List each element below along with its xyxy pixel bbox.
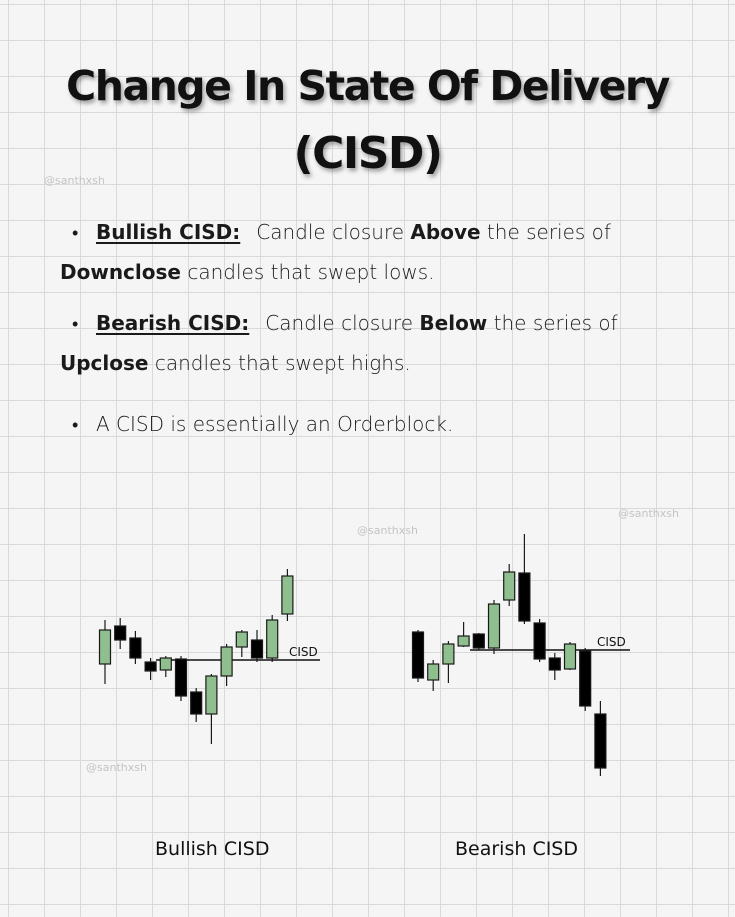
candle-body xyxy=(159,657,172,671)
bull-candle xyxy=(281,569,294,621)
bear-candle xyxy=(129,631,142,664)
bear-candle xyxy=(411,630,425,682)
bear-candle xyxy=(250,630,264,662)
orderblock-text: A CISD is essentially an Orderblock. xyxy=(96,412,454,436)
bullish-keyword: Downclose xyxy=(60,260,181,284)
bearish-text: candles that swept highs. xyxy=(148,351,411,375)
candle-body xyxy=(487,603,501,649)
bullish-chart-caption: Bullish CISD xyxy=(155,838,270,860)
watermark: @santhxsh xyxy=(618,507,679,520)
bullish-text: the series of xyxy=(480,220,611,244)
candle-body xyxy=(144,661,157,672)
bull-candle xyxy=(266,615,279,662)
bull-candle xyxy=(220,644,233,686)
candle-body xyxy=(235,631,248,648)
bull-candle xyxy=(487,600,501,654)
bull-candle xyxy=(563,642,577,670)
candle-body xyxy=(472,633,485,649)
candle-body xyxy=(563,643,577,670)
candle-body xyxy=(129,637,142,659)
bear-candle xyxy=(594,701,607,776)
bearish-text: Candle closure xyxy=(265,311,420,335)
bearish-keyword: Below xyxy=(419,311,488,335)
bullish-cisd-chart: CISD xyxy=(98,569,320,744)
bear-candle xyxy=(533,619,546,662)
bearish-keyword: Upclose xyxy=(60,351,149,375)
candle-body xyxy=(503,571,516,601)
bull-candle xyxy=(442,641,455,683)
bull-candle xyxy=(98,620,112,684)
candle-body xyxy=(442,643,455,665)
candle-body xyxy=(548,657,561,671)
bearish-cisd-chart: CISD xyxy=(411,534,630,776)
watermark: @santhxsh xyxy=(44,174,105,187)
bear-candle xyxy=(144,658,157,680)
bear-candle xyxy=(548,653,561,680)
bullish-text: candles that swept lows. xyxy=(180,260,435,284)
cisd-level-label: CISD xyxy=(289,645,318,659)
bear-candle xyxy=(190,688,203,722)
bullish-term: Bullish CISD: xyxy=(96,220,241,244)
bear-candle xyxy=(579,648,592,711)
cisd-level-label: CISD xyxy=(597,635,626,649)
bullet-orderblock: • A CISD is essentially an Orderblock. xyxy=(72,412,454,436)
page-title-line2: (CISD) xyxy=(293,128,443,179)
bearish-text: the series of xyxy=(487,311,618,335)
candle-body xyxy=(190,691,203,715)
candle-body xyxy=(281,575,294,615)
bearish-chart-caption: Bearish CISD xyxy=(455,838,578,860)
candle-body xyxy=(266,619,279,659)
bear-candle xyxy=(472,633,485,650)
candle-body xyxy=(411,631,425,679)
candlestick-charts: CISD CISD xyxy=(98,534,630,776)
candle-body xyxy=(220,646,233,677)
bullish-keyword: Above xyxy=(410,220,481,244)
candle-body xyxy=(98,629,112,665)
candle-body xyxy=(174,658,188,697)
watermark: @santhxsh xyxy=(357,524,418,537)
bull-candle xyxy=(159,656,172,677)
candle-body xyxy=(114,625,127,641)
bear-candle xyxy=(174,656,188,701)
candle-body xyxy=(457,635,470,647)
bullet-bearish-cont: Upclose candles that swept highs. xyxy=(60,351,411,375)
bear-candle xyxy=(114,618,127,649)
bull-candle xyxy=(457,622,470,647)
bull-candle xyxy=(503,564,516,606)
bull-candle xyxy=(205,674,218,744)
bullet-bearish: • Bearish CISD: Candle closure Below the s… xyxy=(72,311,618,335)
bear-candle xyxy=(518,534,531,624)
bullish-text: Candle closure xyxy=(256,220,411,244)
page-title-line1: Change In State Of Delivery xyxy=(66,62,670,110)
candle-body xyxy=(205,675,218,715)
bearish-term: Bearish CISD: xyxy=(96,311,250,335)
candle-body xyxy=(579,650,592,707)
candle-body xyxy=(427,663,440,681)
candle-body xyxy=(594,713,607,769)
bullet-bullish: • Bullish CISD: Candle closure Above the s… xyxy=(72,220,611,244)
candle-body xyxy=(533,622,546,660)
bullet-bullish-cont: Downclose candles that swept lows. xyxy=(60,260,434,284)
bull-candle xyxy=(427,660,440,691)
watermark: @santhxsh xyxy=(86,761,147,774)
candle-body xyxy=(250,639,264,659)
bull-candle xyxy=(235,630,248,657)
candle-body xyxy=(518,572,531,622)
